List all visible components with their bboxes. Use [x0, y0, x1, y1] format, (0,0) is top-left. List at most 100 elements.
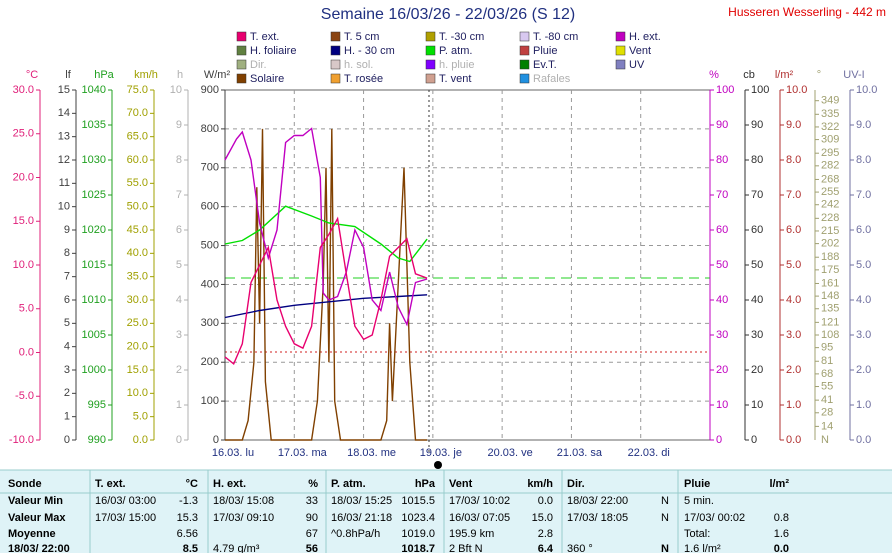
table-cell: N: [661, 543, 669, 553]
y-tick-label: 6: [64, 294, 70, 306]
y-tick-label: 68: [821, 368, 833, 380]
legend-label: H. ext.: [629, 31, 661, 43]
now-marker: [434, 461, 442, 469]
axis-unit: °: [817, 69, 821, 81]
table-cell: H. ext.: [213, 478, 246, 490]
table-cell: Vent: [449, 478, 473, 490]
y-tick-label: -10.0: [9, 434, 34, 446]
table-cell: 17/03/ 00:02: [684, 512, 745, 524]
y-tick-label: 121: [821, 316, 839, 328]
legend-swatch: [236, 73, 247, 84]
table-cell: 5 min.: [684, 495, 714, 507]
y-tick-label: 5: [176, 259, 182, 271]
legend-label: H. foliaire: [250, 45, 296, 57]
y-tick-label: 1: [64, 411, 70, 423]
table-cell: 195.9 km: [449, 528, 494, 540]
table-cell: -1.3: [179, 495, 198, 507]
y-tick-label: 41: [821, 394, 833, 406]
axis-unit: UV-I: [843, 69, 864, 81]
x-tick-label: 16.03. lu: [212, 447, 254, 459]
legend-swatch: [330, 73, 341, 84]
table-cell: 1018.7: [401, 543, 435, 553]
y-tick-label: 45.0: [127, 224, 148, 236]
legend-label: Solaire: [250, 73, 284, 85]
y-tick-label: 9.0: [786, 119, 801, 131]
table-lines: [0, 469, 892, 553]
legend-swatch: [425, 31, 436, 42]
y-tick-label: 10: [751, 399, 763, 411]
table-cell: 0.0: [774, 543, 789, 553]
y-tick-label: 13: [58, 131, 70, 143]
table-cell: 18/03/ 22:00: [567, 495, 628, 507]
y-tick-label: 20: [751, 364, 763, 376]
y-tick-label: 309: [821, 133, 839, 145]
y-tick-label: 4.0: [786, 294, 801, 306]
legend-swatch: [519, 59, 530, 70]
y-tick-label: 995: [88, 399, 106, 411]
y-tick-label: 30.0: [13, 84, 34, 96]
table-cell: T. ext.: [95, 478, 126, 490]
table-cell: Dir.: [567, 478, 585, 490]
y-tick-label: 2.0: [856, 364, 871, 376]
y-tick-label: 990: [88, 434, 106, 446]
y-tick-label: 0.0: [856, 434, 871, 446]
table-cell: 18/03/ 15:25: [331, 495, 392, 507]
axis-unit: W/m²: [204, 69, 231, 81]
y-tick-label: 1040: [82, 84, 106, 96]
table-cell: 17/03/ 09:10: [213, 512, 274, 524]
table-cell: 16/03/ 21:18: [331, 512, 392, 524]
y-tick-label: 8.0: [786, 154, 801, 166]
y-tick-label: 1020: [82, 224, 106, 236]
y-tick-label: 1000: [82, 364, 106, 376]
y-tick-label: 0: [213, 434, 219, 446]
y-tick-label: 400: [201, 278, 219, 290]
axis-unit: °C: [26, 69, 38, 81]
legend-label: Dir.: [250, 59, 267, 71]
y-tick-label: 8: [176, 154, 182, 166]
table-cell: 90: [306, 512, 318, 524]
y-tick-label: 5.0: [19, 303, 34, 315]
table-cell: 18/03/ 22:00: [8, 543, 70, 553]
y-tick-label: 95: [821, 342, 833, 354]
y-tick-label: 6.0: [856, 224, 871, 236]
legend-label: T. -80 cm: [533, 31, 578, 43]
table-cell: hPa: [415, 478, 436, 490]
y-tick-label: 3.0: [856, 329, 871, 341]
y-tick-label: 1025: [82, 189, 106, 201]
y-tick-label: 12: [58, 154, 70, 166]
table-cell: 18/03/ 15:08: [213, 495, 274, 507]
legend-label: P. atm.: [439, 45, 472, 57]
legend-swatch: [425, 59, 436, 70]
y-tick-label: 200: [201, 356, 219, 368]
table-cell: P. atm.: [331, 478, 366, 490]
y-tick-label: 100: [716, 84, 734, 96]
y-tick-label: 700: [201, 162, 219, 174]
y-tick-label: 90: [751, 119, 763, 131]
legend-swatch: [615, 45, 626, 56]
y-tick-label: 7: [64, 271, 70, 283]
y-tick-label: 75.0: [127, 84, 148, 96]
y-tick-label: 0: [176, 434, 182, 446]
y-tick-label: 50.0: [127, 201, 148, 213]
table-cell: 15.0: [532, 512, 553, 524]
y-tick-label: 1.0: [786, 399, 801, 411]
y-tick-label: 10.0: [127, 387, 148, 399]
y-tick-label: 60.0: [127, 154, 148, 166]
y-tick-label: 0.0: [133, 434, 148, 446]
legend-swatch: [236, 45, 247, 56]
table-cell: Sonde: [8, 478, 42, 490]
y-tick-label: 9: [176, 119, 182, 131]
y-tick-label: 25.0: [127, 317, 148, 329]
table-cell: 1015.5: [401, 495, 435, 507]
table-cell: 2.8: [538, 528, 553, 540]
y-tick-label: 80: [751, 154, 763, 166]
y-tick-label: 10: [716, 399, 728, 411]
y-tick-label: 600: [201, 201, 219, 213]
y-tick-label: 80: [716, 154, 728, 166]
y-tick-label: 20.0: [13, 171, 34, 183]
series-line: [224, 294, 428, 319]
y-tick-label: 1005: [82, 329, 106, 341]
y-tick-label: 40.0: [127, 247, 148, 259]
y-tick-label: 50: [716, 259, 728, 271]
